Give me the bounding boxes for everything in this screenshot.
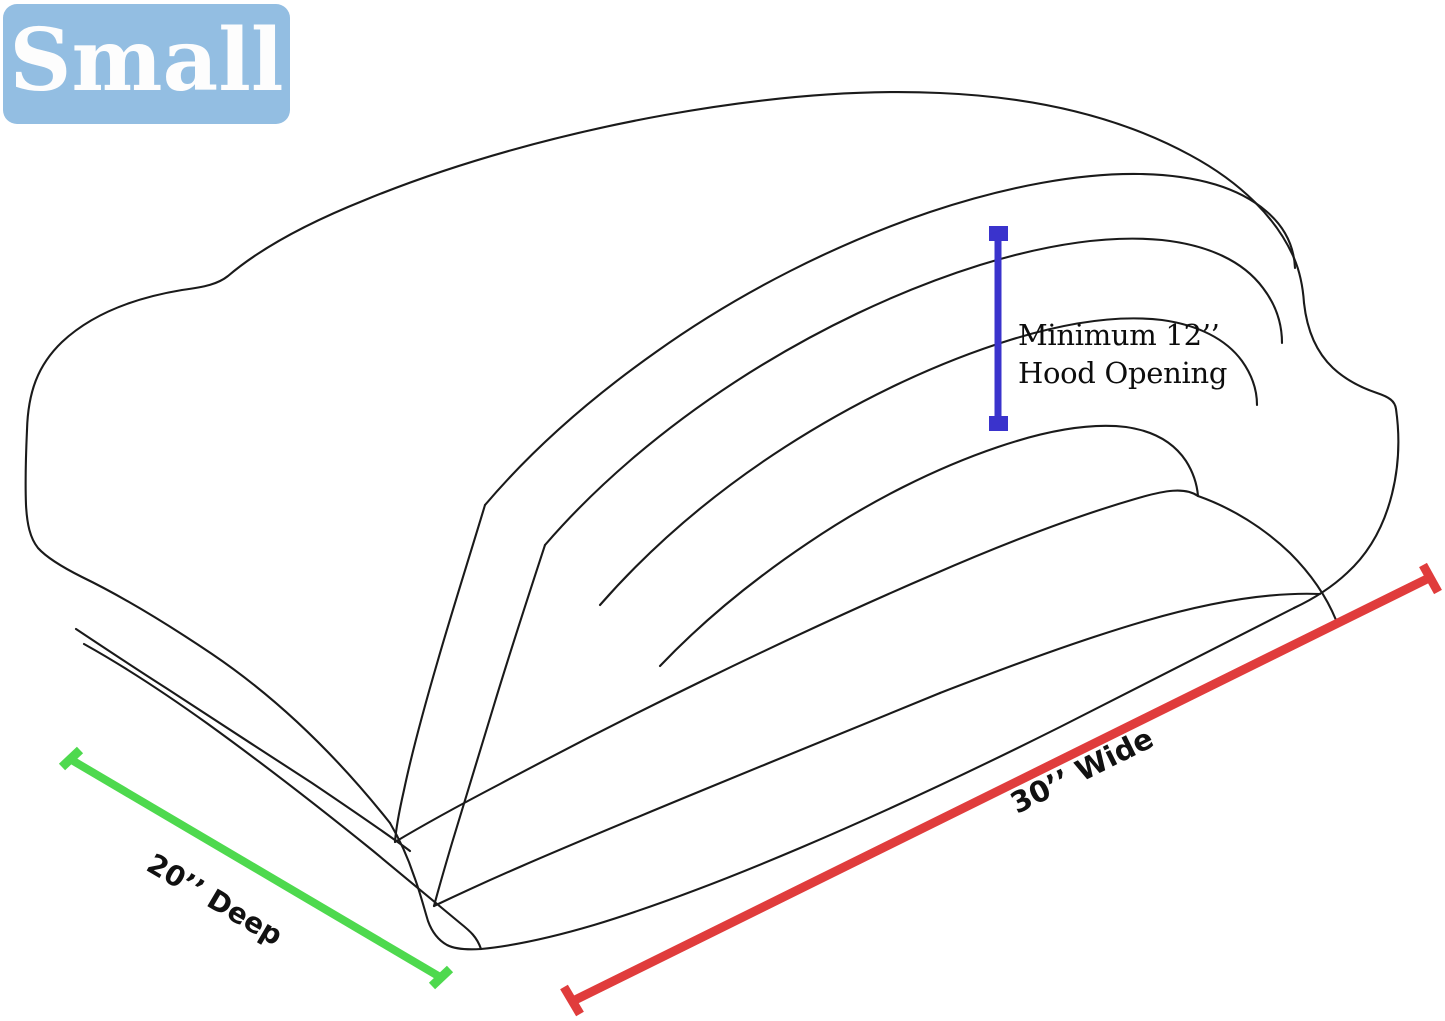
hood-second-arc [543,237,1284,547]
cover-lower-right-edge [479,606,1296,951]
cover-front-left-face [24,428,392,825]
cover-front-left-crease [82,642,483,951]
depth-dimension-line [58,746,454,990]
cover-rear-right-corner [1292,407,1400,610]
size-badge: Small [3,4,290,124]
width-cap-right [1419,562,1442,595]
cover-right-shoulder [1302,301,1398,411]
depth-cap-top [58,746,84,771]
cover-outline-group [24,91,1400,951]
cover-right-panel-line [1196,494,1338,622]
cover-body-ridge [393,489,1200,844]
cover-outer-top-edge [25,91,1306,432]
hood-opening-dimension-line [989,226,1008,431]
hood-fourth-arc [658,424,1200,668]
width-dimension-line [560,562,1442,1017]
cover-nose-fold [74,627,412,853]
hood-opening-annotation: Minimum 12’’ Hood Opening [1018,316,1227,393]
hood-third-arc [598,317,1259,607]
depth-cap-bottom [428,965,454,990]
hood-front-crease [393,503,487,844]
size-badge-label: Small [9,10,284,111]
hood-opening-cap-bottom [989,416,1008,431]
cover-rear-hem [938,592,1322,695]
depth-line [67,755,443,981]
width-cap-left [560,984,584,1017]
hood-crown-arc [483,172,1297,507]
hood-opening-line1: Minimum 12’’ [1018,318,1220,352]
hood-opening-cap-top [989,226,1008,241]
hood-opening-line2: Hood Opening [1018,356,1228,391]
cover-front-valley [432,691,942,908]
cover-front-bottom-lip [388,821,483,951]
width-line [573,573,1431,1005]
hood-front-crease-inner [432,543,547,908]
